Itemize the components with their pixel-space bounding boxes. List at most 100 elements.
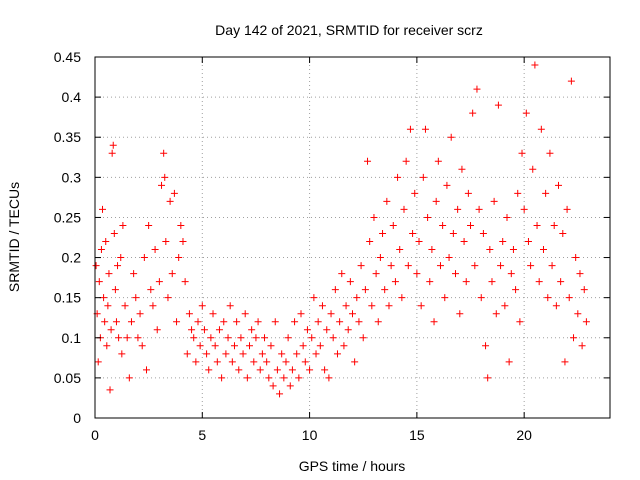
data-point [503,213,511,221]
data-point [469,109,477,117]
data-point [424,213,432,221]
data-point [467,221,475,229]
data-point [520,205,528,213]
y-tick-label: 0.25 [54,209,81,225]
data-point [421,125,429,133]
data-point [207,334,215,342]
data-point [475,205,483,213]
data-point [321,366,329,374]
data-point [509,246,517,254]
data-point [293,350,301,358]
data-point [112,318,120,326]
data-point [574,310,582,318]
data-point [153,326,161,334]
data-point [333,350,341,358]
y-tick-label: 0 [73,410,81,426]
data-point [376,254,384,262]
data-point [404,262,412,270]
data-point [338,270,346,278]
data-point [413,270,421,278]
data-point [492,310,500,318]
data-point [374,318,382,326]
data-point [484,374,492,382]
data-point [95,278,103,286]
data-point [134,334,142,342]
data-point [241,310,249,318]
data-point [430,318,438,326]
data-point [409,229,417,237]
data-point [102,238,110,246]
data-point [342,302,350,310]
data-point [256,366,264,374]
data-point [323,326,331,334]
data-point [118,350,126,358]
data-point [477,294,485,302]
data-point [121,302,129,310]
data-point [518,149,526,157]
data-point [370,213,378,221]
data-point [346,278,354,286]
data-point [117,254,125,262]
data-point [136,310,144,318]
y-tick-label: 0.15 [54,290,81,306]
data-point [151,246,159,254]
data-point [299,342,307,350]
data-point [250,358,258,366]
data-point [389,221,397,229]
data-point [183,350,191,358]
data-point [237,334,245,342]
data-point [173,318,181,326]
data-point [107,326,115,334]
data-point [522,109,530,117]
data-point [535,278,543,286]
data-point [235,366,243,374]
data-point [271,318,279,326]
data-point [258,350,266,358]
y-tick-label: 0.3 [62,169,82,185]
data-point [132,294,140,302]
data-point [175,254,183,262]
data-point [379,229,387,237]
data-point [447,133,455,141]
data-point [158,181,166,189]
data-point [344,326,352,334]
data-point [542,189,550,197]
data-point [267,342,275,350]
data-point [452,270,459,278]
data-point [288,366,296,374]
data-point [411,189,419,197]
data-point [567,77,575,85]
data-point [385,302,393,310]
data-point [312,350,320,358]
data-point [310,294,318,302]
data-point [318,302,326,310]
x-tick-label: 10 [302,427,318,443]
data-point [265,374,273,382]
data-point [106,386,114,394]
data-point [445,254,453,262]
data-point [501,302,509,310]
grid [95,57,610,418]
data-point [143,366,150,374]
data-point [282,358,290,366]
data-point [394,173,402,181]
data-point [527,262,535,270]
data-point [329,334,337,342]
data-point [297,310,305,318]
data-point [164,294,172,302]
data-point [494,101,502,109]
data-point [316,342,324,350]
data-point [524,238,532,246]
data-point [406,125,414,133]
data-point [196,342,204,350]
chart-title: Day 142 of 2021, SRMTID for receiver scr… [215,22,483,38]
data-point [230,342,238,350]
data-point [559,229,567,237]
y-tick-label: 0.1 [62,330,82,346]
data-point [512,286,520,294]
plot-frame [94,56,611,419]
data-point [140,254,148,262]
data-point [355,318,363,326]
data-point [565,294,573,302]
